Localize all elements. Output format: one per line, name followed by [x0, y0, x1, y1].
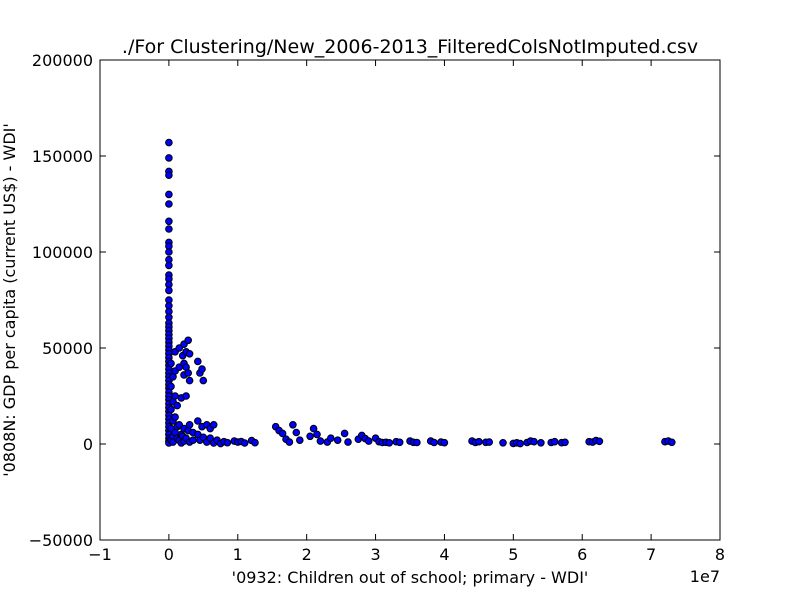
data-point: [530, 437, 538, 446]
data-point: [165, 171, 173, 179]
data-point: [327, 434, 335, 443]
data-point: [209, 421, 218, 429]
data-point: [173, 401, 181, 410]
data-point: [430, 438, 438, 447]
data-point: [499, 439, 507, 447]
data-point: [306, 432, 314, 441]
data-point: [185, 376, 194, 385]
data-point: [185, 350, 194, 358]
data-point: [182, 392, 190, 400]
y-tick-label: 50000: [42, 339, 93, 358]
data-point: [198, 365, 206, 373]
data-point: [285, 438, 294, 446]
y-tick-label: 0: [83, 435, 93, 454]
data-point: [165, 190, 173, 199]
x-tick-label: 7: [646, 545, 656, 564]
x-tick-label: 6: [577, 545, 587, 564]
x-tick-label: 2: [302, 545, 312, 564]
x-tick-label: 8: [715, 545, 725, 564]
y-axis: −50000 0 50000 100000 150000 200000: [29, 51, 720, 550]
x-tick-label: 4: [439, 545, 449, 564]
x-tick-label: 5: [508, 545, 518, 564]
x-tick-label: −1: [88, 545, 112, 564]
data-point: [289, 421, 297, 429]
data-point: [184, 369, 192, 377]
data-point: [165, 217, 173, 226]
data-point: [194, 357, 202, 366]
data-point: [165, 200, 173, 208]
data-point: [175, 421, 183, 429]
data-point: [251, 438, 259, 447]
plot-frame: [99, 59, 721, 541]
data-point: [516, 439, 525, 448]
data-point: [171, 413, 179, 421]
x-axis-label: '0932: Children out of school; primary -…: [232, 568, 589, 587]
x-tick-label: 0: [164, 545, 174, 564]
data-point: [199, 376, 208, 385]
data-point: [165, 154, 173, 162]
data-point: [364, 437, 373, 445]
x-axis: −1 0 1 2 3 4 5 6 7 8: [88, 60, 725, 564]
data-point: [485, 438, 494, 446]
data-point: [333, 436, 342, 445]
x-axis-offset-label: 1e7: [690, 567, 720, 586]
data-point: [167, 382, 175, 391]
data-point: [475, 437, 483, 446]
data-point: [185, 421, 194, 429]
data-point: [395, 438, 404, 447]
x-tick-label: 1: [233, 545, 243, 564]
data-points: [165, 138, 676, 448]
data-point: [309, 424, 318, 433]
data-point: [194, 417, 202, 425]
data-point: [344, 438, 352, 446]
y-tick-label: −50000: [29, 531, 93, 550]
x-tick-label: 3: [370, 545, 380, 564]
data-point: [223, 438, 232, 447]
data-point: [165, 248, 173, 256]
plot-area: [99, 59, 721, 541]
y-axis-label: '0808N: GDP per capita (current US$) - W…: [0, 123, 19, 477]
data-point: [165, 225, 173, 233]
data-point: [537, 439, 545, 447]
data-point: [171, 392, 179, 400]
data-point: [165, 138, 173, 147]
data-point: [167, 359, 175, 368]
data-point: [561, 438, 569, 447]
data-point: [440, 438, 449, 447]
data-point: [296, 436, 304, 445]
data-point: [278, 429, 287, 438]
data-point: [340, 429, 349, 438]
data-point: [165, 286, 173, 295]
y-tick-label: 200000: [32, 51, 93, 70]
y-tick-label: 100000: [32, 243, 93, 262]
data-point: [385, 439, 394, 447]
data-point: [595, 437, 604, 446]
data-point: [292, 428, 301, 437]
data-point: [413, 438, 421, 447]
chart-title: ./For Clustering/New_2006-2013_FilteredC…: [122, 36, 698, 58]
data-point: [240, 439, 249, 447]
data-point: [313, 430, 321, 439]
y-tick-label: 150000: [32, 147, 93, 166]
data-point: [668, 438, 676, 447]
data-point: [184, 336, 192, 345]
data-point: [167, 405, 175, 414]
data-point: [316, 437, 325, 445]
data-point: [165, 261, 173, 270]
data-point: [175, 344, 183, 352]
data-point: [550, 437, 559, 446]
data-point: [189, 436, 197, 445]
